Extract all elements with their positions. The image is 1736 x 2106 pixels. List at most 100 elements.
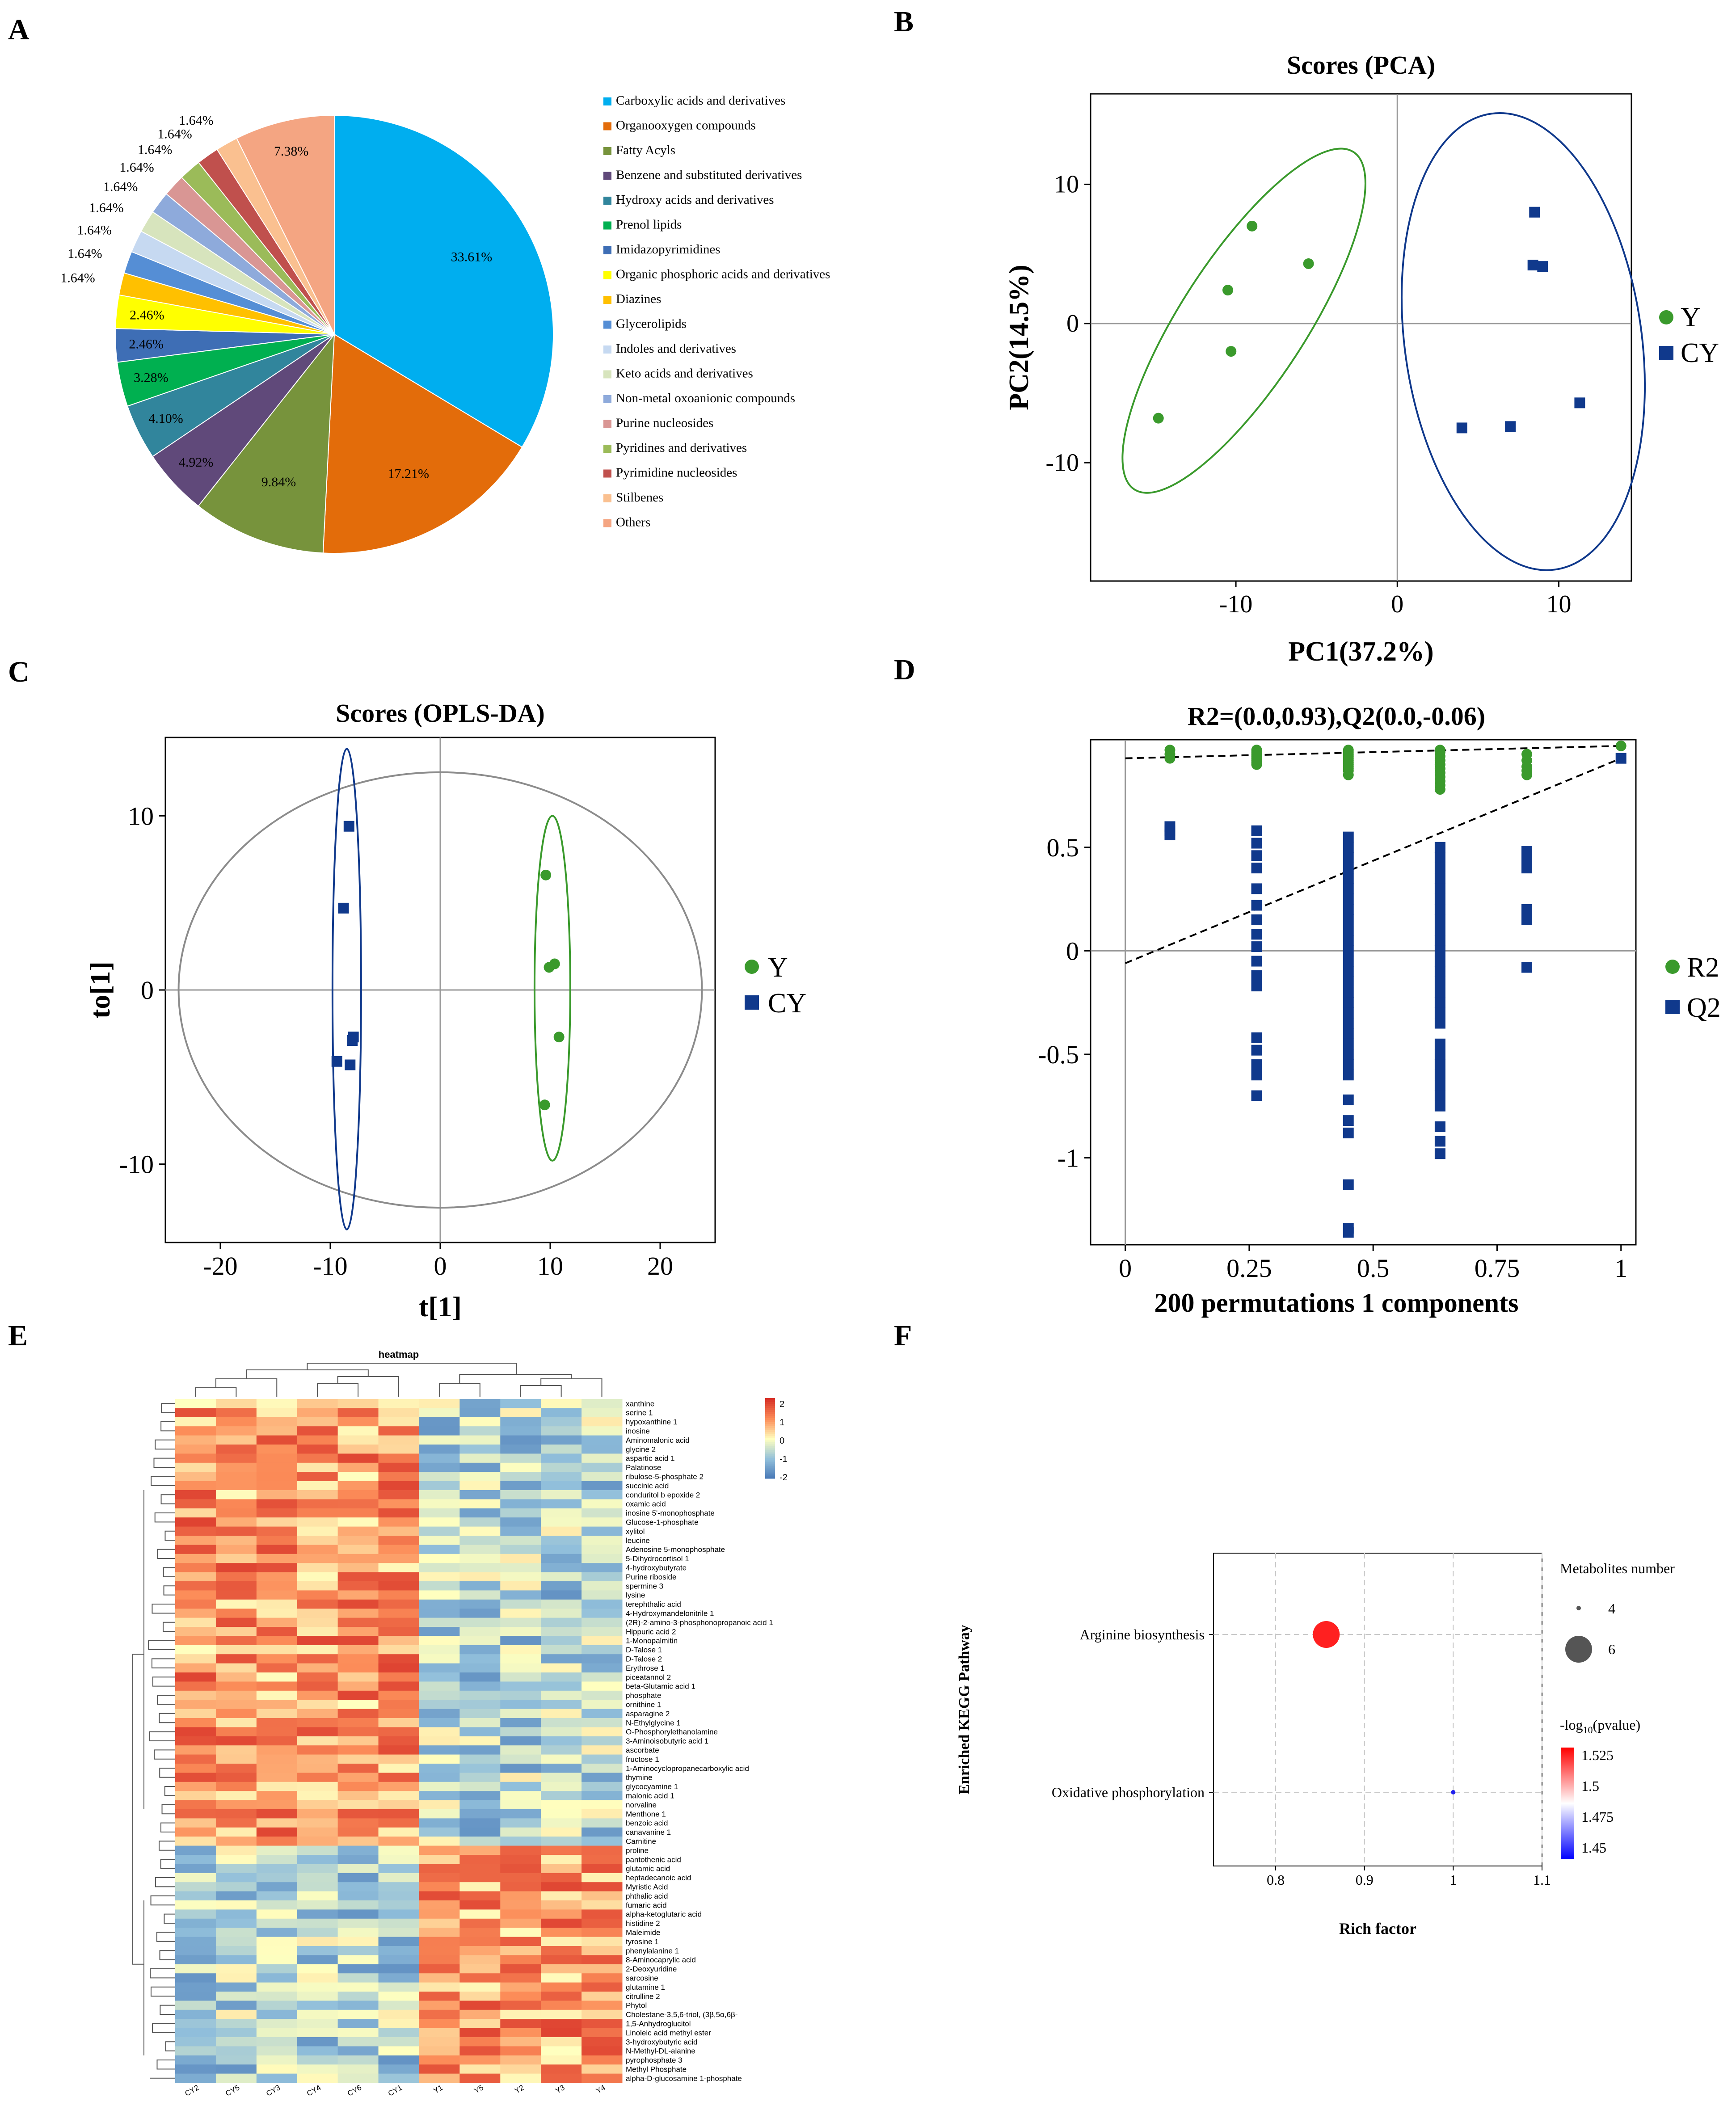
data-point [1434, 1090, 1445, 1101]
q2-regression-line [1125, 757, 1622, 965]
heatmap-cell [297, 2046, 338, 2056]
pie-slice-label: 2.46% [130, 307, 164, 322]
data-point [1521, 914, 1532, 925]
heatmap-cell [378, 1791, 419, 1801]
color-scale-step [765, 1400, 775, 1403]
color-scale-step [765, 1418, 775, 1420]
heatmap-cell [337, 1490, 379, 1499]
heatmap-cell [215, 1800, 257, 1810]
heatmap-cell [581, 1727, 623, 1737]
heatmap-cell [256, 1490, 298, 1499]
heatmap-cell [541, 2037, 582, 2047]
heatmap-cell [500, 1462, 541, 1472]
heatmap-cell [419, 1636, 460, 1646]
data-point [540, 869, 552, 880]
heatmap-cell [337, 1891, 379, 1901]
heatmap-cell [378, 1836, 419, 1846]
heatmap-cell [378, 1891, 419, 1901]
data-point [1434, 1070, 1445, 1081]
heatmap-cell [419, 1627, 460, 1636]
heatmap-cell [459, 1672, 501, 1682]
heatmap-cell [337, 1645, 379, 1655]
heatmap-cell [256, 1663, 298, 1673]
y-axis-label: to[1] [84, 961, 116, 1019]
data-point [1434, 1121, 1445, 1133]
legend-entry: Keto acids and derivatives [616, 366, 753, 381]
panel-label-a: A [8, 13, 29, 46]
color-scale-step [765, 1408, 775, 1411]
heatmap-cell [419, 1873, 460, 1883]
heatmap-cell [581, 1909, 623, 1919]
heatmap-cell [541, 1572, 582, 1582]
column-label: Y5 [472, 2083, 485, 2095]
heatmap-cell [459, 1536, 501, 1545]
pie-slice [198, 333, 335, 554]
heatmap-cell [459, 1928, 501, 1938]
heatmap-cell [500, 1517, 541, 1527]
legend-swatch [603, 271, 611, 279]
heatmap-cell [419, 1882, 460, 1892]
heatmap-cell [378, 1654, 419, 1664]
data-point [1343, 935, 1354, 946]
heatmap-cell [175, 1918, 216, 1928]
heatmap-cell [297, 1809, 338, 1819]
heatmap-cell [378, 1499, 419, 1509]
heatmap-cell [175, 1818, 216, 1828]
heatmap-cell [541, 1417, 582, 1427]
legend-swatch [603, 494, 611, 502]
legend-swatch [603, 519, 611, 527]
data-point [1434, 925, 1445, 936]
heatmap-cell [419, 1581, 460, 1591]
heatmap-cell [500, 1453, 541, 1463]
data-point [1434, 956, 1445, 967]
x-tick-label: -10 [313, 1251, 347, 1280]
y-tick-label: 10 [128, 801, 154, 830]
color-scale-step [765, 1398, 775, 1400]
row-label: 5-Dihydrocortisol 1 [626, 1554, 689, 1563]
legend-swatch [603, 345, 611, 354]
heatmap-cell [581, 1636, 623, 1646]
x-tick-label: 0.5 [1357, 1254, 1390, 1283]
heatmap-cell [581, 1736, 623, 1746]
column-label: Y4 [594, 2083, 607, 2095]
heatmap-cell [419, 1545, 460, 1554]
color-scale-label: 2 [780, 1399, 784, 1409]
heatmap-cell [581, 1526, 623, 1536]
heatmap-cell [175, 1490, 216, 1499]
heatmap-cell [581, 1855, 623, 1864]
color-legend-label: 1.45 [1581, 1840, 1606, 1856]
x-tick-label: 1 [1614, 1254, 1627, 1283]
heatmap-cell [419, 1690, 460, 1700]
heatmap-cell [297, 1654, 338, 1664]
pie-slice-label: 1.64% [157, 126, 192, 141]
data-point [1521, 846, 1532, 857]
heatmap-cell [419, 2037, 460, 2047]
r2-regression-line [1125, 745, 1621, 759]
heatmap-cell [215, 1690, 257, 1700]
heatmap-cell [297, 1909, 338, 1919]
chart-title: R2=(0.0,0.93),Q2(0.0,-0.06) [1188, 702, 1485, 731]
heatmap-cell [541, 1900, 582, 1910]
data-point [1434, 842, 1445, 853]
data-point [1343, 863, 1354, 874]
heatmap-cell [378, 1818, 419, 1828]
heatmap-cell [256, 1836, 298, 1846]
heatmap-cell [500, 1609, 541, 1618]
legend-label: CY [1681, 338, 1719, 368]
heatmap-cell [175, 1636, 216, 1646]
heatmap-cell [337, 1435, 379, 1445]
row-label: Glucose-1-phosphate [626, 1518, 699, 1527]
heatmap-cell [459, 1809, 501, 1819]
heatmap-cell [541, 2009, 582, 2019]
heatmap-cell [419, 1864, 460, 1874]
heatmap-cell [459, 1417, 501, 1427]
heatmap-cell [337, 1882, 379, 1892]
opls-da-score-plot: -20 -10 0 10 20 -10 0 10 Scores (OPLS-DA) t[1] to[… [84, 699, 806, 1323]
pie-slice [236, 114, 335, 335]
heatmap-cell [541, 1453, 582, 1463]
heatmap-cell [175, 1964, 216, 1974]
heatmap-cell [459, 1800, 501, 1810]
heatmap-cell [459, 1681, 501, 1691]
row-label: oxamic acid [626, 1500, 666, 1508]
heatmap-cell [297, 1718, 338, 1727]
